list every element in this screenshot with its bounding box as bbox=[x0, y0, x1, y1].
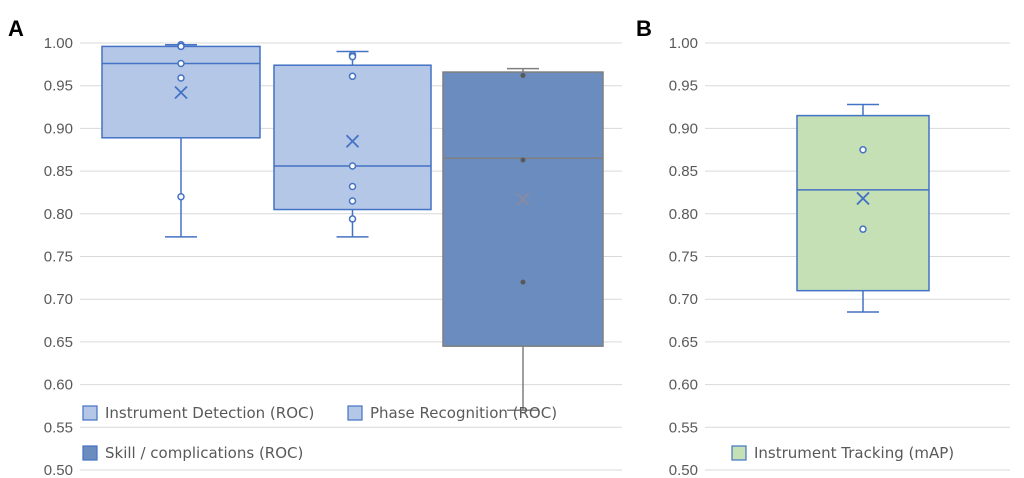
y-tick-label: 0.60 bbox=[669, 377, 698, 394]
legend-label: Skill / complications (ROC) bbox=[105, 444, 303, 462]
data-point bbox=[348, 182, 357, 191]
y-tick-label: 0.65 bbox=[669, 334, 698, 351]
data-point bbox=[520, 157, 526, 163]
data-point bbox=[520, 279, 526, 285]
legend-label: Phase Recognition (ROC) bbox=[370, 404, 557, 422]
box-iqr bbox=[442, 71, 604, 347]
data-point bbox=[859, 146, 867, 154]
y-tick-label: 0.95 bbox=[669, 78, 698, 95]
y-tick-label: 0.55 bbox=[44, 419, 73, 436]
panel-letter: A bbox=[8, 16, 24, 41]
data-point bbox=[348, 52, 357, 61]
data-point bbox=[859, 225, 867, 233]
y-tick-label: 0.90 bbox=[669, 120, 698, 137]
data-point bbox=[177, 192, 185, 201]
y-tick-label: 0.75 bbox=[669, 249, 698, 266]
chart-panel-a: A 1.00 0.95 0.90 0.85 0.80 0.75 0.70 0.65 0.60 0.5… bbox=[8, 16, 622, 478]
y-tick-label: 0.50 bbox=[669, 462, 698, 478]
data-point bbox=[348, 72, 357, 81]
y-tick-label: 0.85 bbox=[669, 163, 698, 180]
mean-marker bbox=[345, 134, 360, 148]
legend-swatch bbox=[347, 405, 363, 421]
data-point bbox=[348, 215, 357, 223]
chart-panel-b: B 1.00 0.95 0.90 0.85 0.80 0.75 0.70 0.65 0.60 0.5… bbox=[636, 16, 1010, 478]
y-tick-label: 0.75 bbox=[44, 249, 73, 266]
y-tick-label: 0.60 bbox=[44, 377, 73, 394]
box-2 bbox=[273, 50, 432, 238]
mean-marker bbox=[174, 85, 188, 100]
y-tick-label: 0.65 bbox=[44, 334, 73, 351]
box-1 bbox=[796, 103, 930, 313]
y-tick-label: 0.95 bbox=[44, 78, 73, 95]
y-tick-label: 0.85 bbox=[44, 163, 73, 180]
legend-swatch bbox=[82, 445, 98, 461]
y-tick-label: 0.70 bbox=[44, 291, 73, 308]
box-3 bbox=[442, 67, 604, 411]
data-point bbox=[177, 42, 185, 51]
y-tick-label: 0.80 bbox=[44, 206, 73, 223]
y-tick-label: 0.80 bbox=[669, 206, 698, 223]
y-tick-label: 0.55 bbox=[669, 419, 698, 436]
data-point bbox=[177, 74, 185, 82]
legend-item: Instrument Tracking (mAP) bbox=[731, 444, 954, 462]
y-tick-label: 1.00 bbox=[669, 35, 698, 52]
mean-marker bbox=[856, 191, 870, 206]
y-tick-label: 0.70 bbox=[669, 291, 698, 308]
data-point bbox=[348, 162, 357, 170]
legend-swatch bbox=[82, 405, 98, 421]
legend-label: Instrument Detection (ROC) bbox=[105, 404, 314, 422]
data-point bbox=[348, 197, 357, 205]
panel-letter: B bbox=[636, 16, 652, 41]
legend-item: Phase Recognition (ROC) bbox=[347, 404, 557, 422]
data-point bbox=[177, 59, 185, 68]
mean-marker bbox=[516, 192, 530, 206]
y-tick-label: 0.50 bbox=[44, 462, 73, 478]
data-point bbox=[520, 72, 526, 78]
box-iqr bbox=[796, 114, 930, 292]
legend-item: Skill / complications (ROC) bbox=[82, 444, 303, 462]
legend-swatch bbox=[731, 445, 747, 461]
y-tick-label: 1.00 bbox=[44, 35, 73, 52]
legend-item: Instrument Detection (ROC) bbox=[82, 404, 314, 422]
y-tick-label: 0.90 bbox=[44, 120, 73, 137]
box-1 bbox=[101, 40, 261, 238]
legend-label: Instrument Tracking (mAP) bbox=[754, 444, 954, 462]
